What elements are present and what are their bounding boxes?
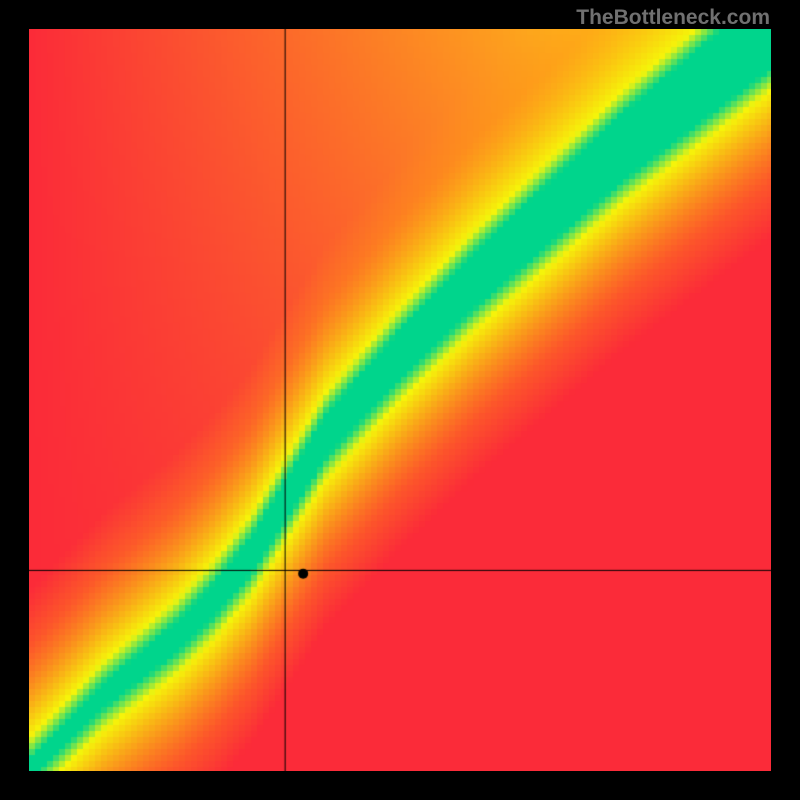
bottleneck-heatmap: [29, 29, 771, 771]
chart-container: TheBottleneck.com: [0, 0, 800, 800]
watermark-text: TheBottleneck.com: [576, 6, 770, 30]
frame-left: [0, 0, 29, 800]
frame-right: [771, 0, 800, 800]
frame-bottom: [0, 771, 800, 800]
